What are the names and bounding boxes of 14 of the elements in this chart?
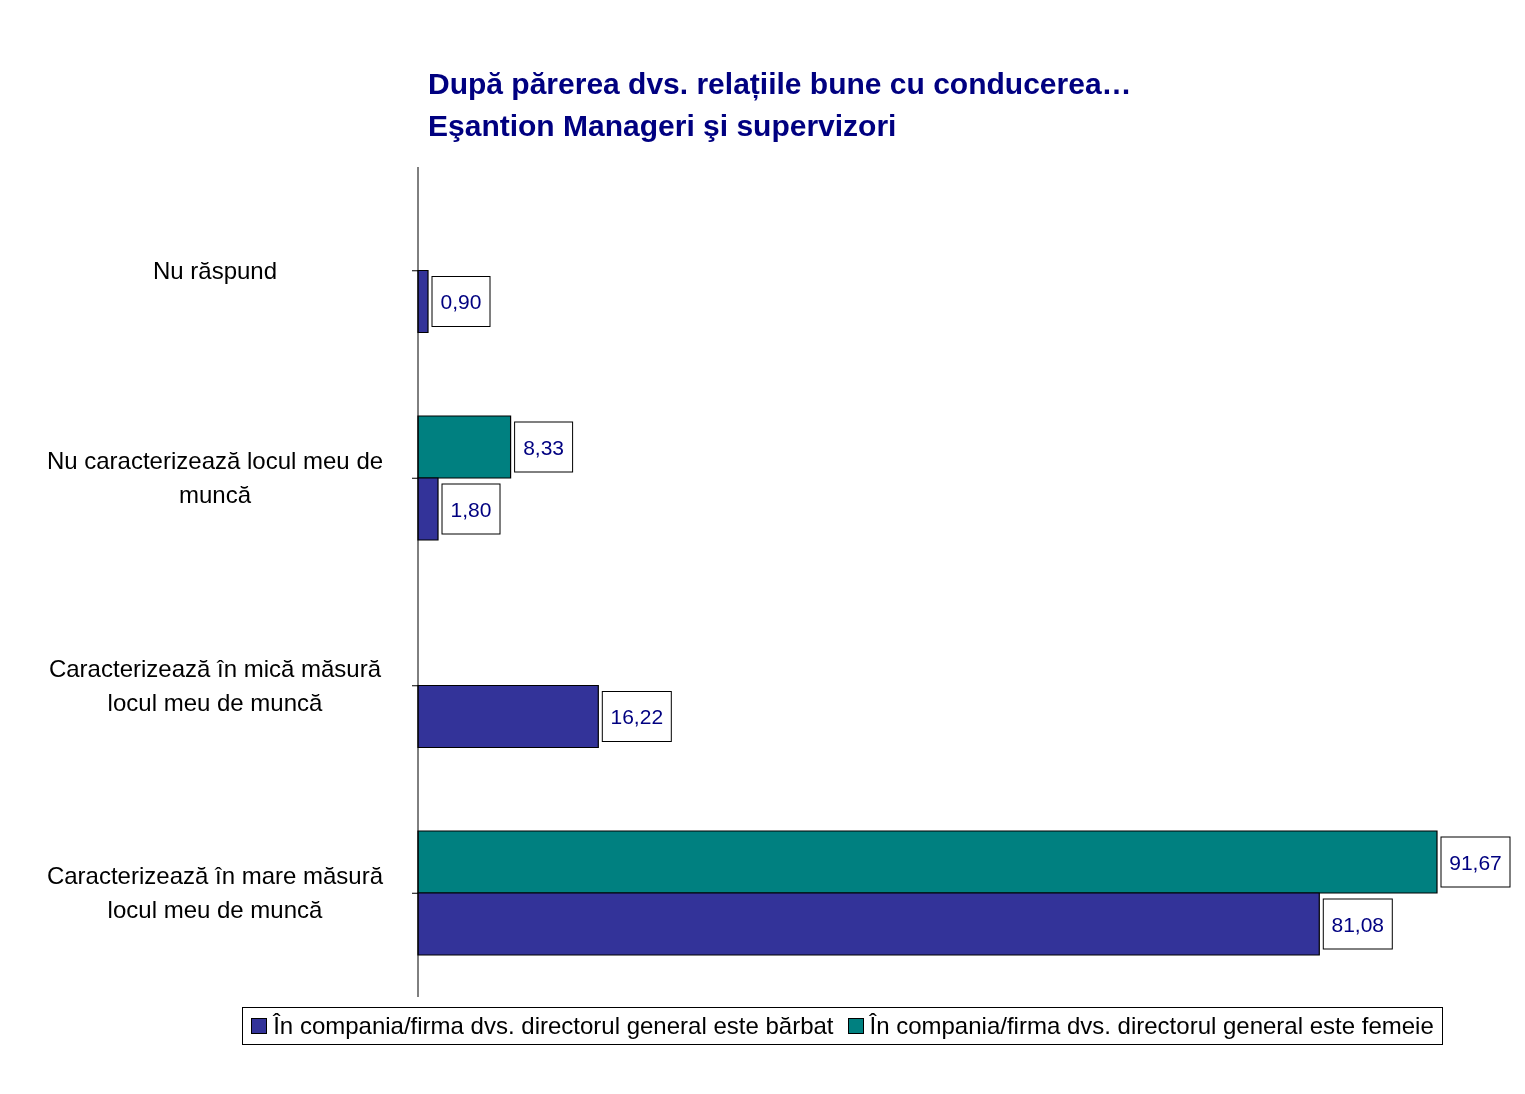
legend-label: În compania/firma dvs. directorul general este femeie [869, 1012, 1434, 1040]
data-label: 91,67 [1449, 850, 1502, 874]
data-label: 16,22 [610, 705, 664, 728]
y-tick-label: Caracterizează în mică măsură locul meu de muncă [48, 654, 382, 716]
y-tick-label: Caracterizează în mare măsură locul meu de muncă [46, 862, 384, 924]
data-label: 0,90 [440, 290, 482, 313]
data-label: 81,08 [1331, 912, 1385, 936]
data-label: 1,80 [450, 497, 492, 521]
chart-title: După părerea dvs. relațiile bune cu conducerea… [428, 66, 1133, 103]
legend-label: În compania/firma dvs. directorul general este bărbat [273, 1012, 834, 1040]
chart-subtitle: Eşantion Manageri şi supervizori [428, 108, 898, 144]
data-label: 8,33 [523, 435, 565, 459]
y-tick-label: Nu răspund [152, 256, 278, 284]
y-tick-label: Nu caracterizează locul meu de muncă [46, 447, 384, 509]
